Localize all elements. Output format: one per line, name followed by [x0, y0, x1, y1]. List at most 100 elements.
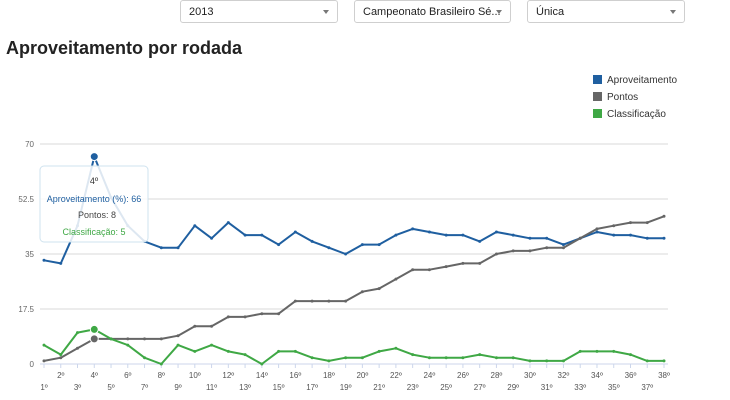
- legend-swatch-pontos[interactable]: [593, 92, 602, 101]
- data-point-classificacao[interactable]: [645, 359, 649, 363]
- data-point-classificacao[interactable]: [226, 349, 230, 353]
- data-point-pontos[interactable]: [628, 221, 632, 225]
- data-point-aproveitamento[interactable]: [210, 236, 214, 240]
- data-point-classificacao[interactable]: [89, 324, 99, 334]
- data-point-aproveitamento[interactable]: [260, 233, 264, 237]
- data-point-classificacao[interactable]: [444, 356, 448, 360]
- data-point-aproveitamento[interactable]: [545, 236, 549, 240]
- data-point-aproveitamento[interactable]: [461, 233, 465, 237]
- data-point-aproveitamento[interactable]: [277, 243, 281, 247]
- phase-select[interactable]: Única: [527, 0, 685, 23]
- data-point-classificacao[interactable]: [662, 359, 666, 363]
- series-line-classificacao[interactable]: [43, 328, 664, 365]
- data-point-classificacao[interactable]: [126, 343, 130, 347]
- data-point-classificacao[interactable]: [461, 356, 465, 360]
- data-point-aproveitamento[interactable]: [528, 236, 532, 240]
- data-point-pontos[interactable]: [293, 299, 297, 303]
- data-point-pontos[interactable]: [444, 265, 448, 269]
- data-point-aproveitamento[interactable]: [293, 230, 297, 234]
- data-point-aproveitamento[interactable]: [226, 221, 230, 225]
- data-point-pontos[interactable]: [394, 277, 398, 281]
- data-point-pontos[interactable]: [478, 261, 482, 265]
- data-point-classificacao[interactable]: [327, 359, 331, 363]
- data-point-aproveitamento[interactable]: [344, 252, 348, 256]
- data-point-classificacao[interactable]: [210, 343, 214, 347]
- data-point-aproveitamento[interactable]: [310, 239, 314, 243]
- data-point-classificacao[interactable]: [427, 356, 431, 360]
- series-line-pontos[interactable]: [43, 215, 665, 362]
- data-point-classificacao[interactable]: [545, 359, 549, 363]
- data-point-aproveitamento[interactable]: [327, 246, 331, 250]
- data-point-aproveitamento[interactable]: [662, 236, 666, 240]
- data-point-aproveitamento[interactable]: [89, 152, 99, 162]
- data-point-classificacao[interactable]: [260, 362, 264, 366]
- data-point-pontos[interactable]: [89, 334, 99, 344]
- legend-label-pontos[interactable]: Pontos: [607, 92, 638, 103]
- data-point-classificacao[interactable]: [243, 353, 247, 357]
- data-point-aproveitamento[interactable]: [628, 233, 632, 237]
- data-point-pontos[interactable]: [612, 224, 616, 228]
- data-point-classificacao[interactable]: [310, 356, 314, 360]
- data-point-classificacao[interactable]: [478, 353, 482, 357]
- data-point-aproveitamento[interactable]: [411, 227, 415, 231]
- data-point-pontos[interactable]: [59, 356, 63, 360]
- data-point-pontos[interactable]: [411, 268, 415, 272]
- data-point-pontos[interactable]: [310, 299, 314, 303]
- data-point-aproveitamento[interactable]: [612, 233, 616, 237]
- data-point-pontos[interactable]: [427, 268, 431, 272]
- data-point-pontos[interactable]: [210, 324, 214, 328]
- data-point-pontos[interactable]: [42, 359, 46, 363]
- data-point-pontos[interactable]: [528, 249, 532, 253]
- data-point-pontos[interactable]: [243, 315, 247, 319]
- data-point-aproveitamento[interactable]: [377, 243, 381, 247]
- data-point-aproveitamento[interactable]: [444, 233, 448, 237]
- data-point-aproveitamento[interactable]: [59, 261, 63, 265]
- data-point-classificacao[interactable]: [612, 349, 616, 353]
- data-point-classificacao[interactable]: [411, 353, 415, 357]
- series-line-aproveitamento[interactable]: [43, 155, 664, 265]
- data-point-classificacao[interactable]: [176, 343, 180, 347]
- data-point-classificacao[interactable]: [193, 349, 197, 353]
- data-point-aproveitamento[interactable]: [427, 230, 431, 234]
- data-point-pontos[interactable]: [193, 324, 197, 328]
- data-point-aproveitamento[interactable]: [595, 230, 599, 234]
- data-point-aproveitamento[interactable]: [42, 258, 46, 262]
- data-point-classificacao[interactable]: [344, 356, 348, 360]
- data-point-aproveitamento[interactable]: [193, 224, 197, 228]
- data-point-classificacao[interactable]: [578, 349, 582, 353]
- data-point-classificacao[interactable]: [293, 349, 297, 353]
- data-point-classificacao[interactable]: [59, 353, 63, 357]
- data-point-pontos[interactable]: [327, 299, 331, 303]
- data-point-aproveitamento[interactable]: [494, 230, 498, 234]
- data-point-pontos[interactable]: [645, 221, 649, 225]
- data-point-pontos[interactable]: [76, 346, 80, 350]
- data-point-classificacao[interactable]: [109, 337, 113, 341]
- data-point-classificacao[interactable]: [143, 356, 147, 360]
- data-point-pontos[interactable]: [511, 249, 515, 253]
- data-point-classificacao[interactable]: [511, 356, 515, 360]
- data-point-pontos[interactable]: [260, 312, 264, 316]
- data-point-aproveitamento[interactable]: [176, 246, 180, 250]
- data-point-classificacao[interactable]: [494, 356, 498, 360]
- data-point-pontos[interactable]: [595, 227, 599, 231]
- data-point-aproveitamento[interactable]: [394, 233, 398, 237]
- data-point-pontos[interactable]: [126, 337, 130, 341]
- data-point-aproveitamento[interactable]: [561, 243, 565, 247]
- data-point-aproveitamento[interactable]: [360, 243, 364, 247]
- data-point-classificacao[interactable]: [394, 346, 398, 350]
- data-point-pontos[interactable]: [545, 246, 549, 250]
- legend-swatch-aproveitamento[interactable]: [593, 75, 602, 84]
- data-point-aproveitamento[interactable]: [478, 239, 482, 243]
- legend-label-classificacao[interactable]: Classificação: [607, 109, 666, 120]
- data-point-pontos[interactable]: [494, 252, 498, 256]
- data-point-pontos[interactable]: [226, 315, 230, 319]
- data-point-classificacao[interactable]: [561, 359, 565, 363]
- data-point-aproveitamento[interactable]: [243, 233, 247, 237]
- data-point-classificacao[interactable]: [42, 343, 46, 347]
- legend[interactable]: Aproveitamento Pontos Classificação: [593, 75, 677, 120]
- data-point-classificacao[interactable]: [377, 349, 381, 353]
- data-point-pontos[interactable]: [662, 214, 666, 218]
- data-point-pontos[interactable]: [578, 236, 582, 240]
- data-point-classificacao[interactable]: [628, 353, 632, 357]
- data-point-classificacao[interactable]: [159, 362, 163, 366]
